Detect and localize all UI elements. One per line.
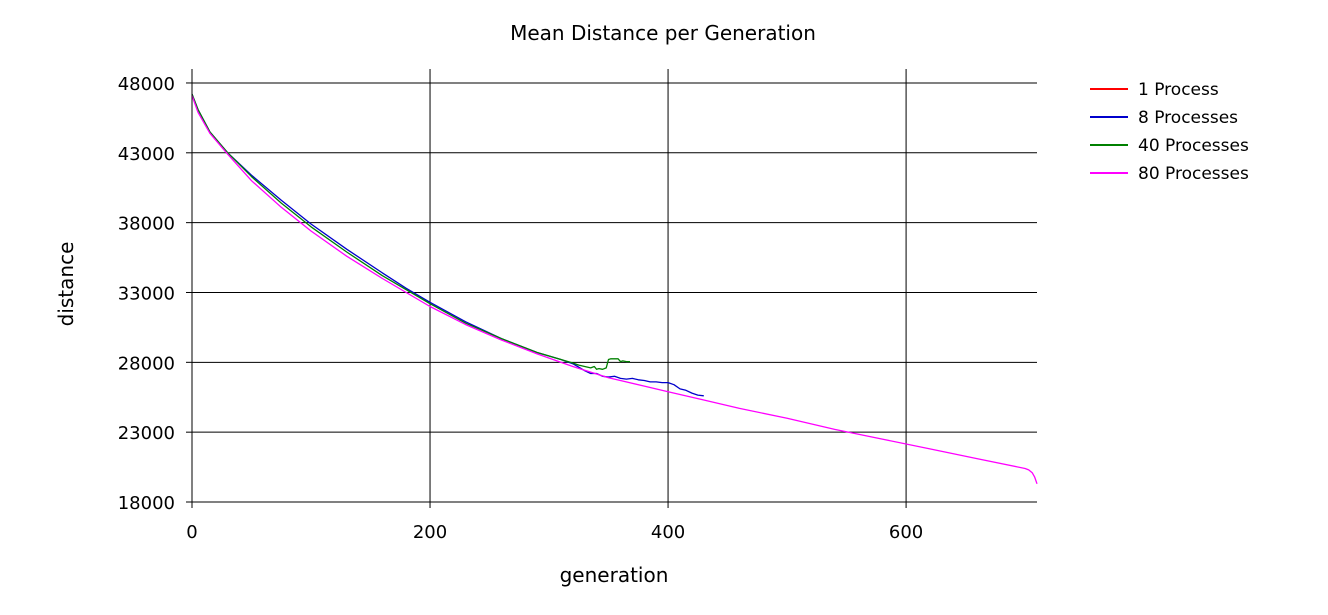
legend: 1 Process 8 Processes 40 Processes 80 Proce… (1090, 80, 1249, 184)
legend-label: 1 Process (1138, 80, 1219, 100)
y-tick-label: 33000 (118, 283, 175, 304)
axes (186, 69, 1037, 508)
legend-label: 80 Processes (1138, 164, 1249, 184)
tick-labels: 18000 23000 28000 33000 38000 43000 48000 0 200 4… (118, 74, 924, 543)
y-tick-label: 43000 (118, 144, 175, 165)
y-tick-label: 18000 (118, 493, 175, 514)
series-line-2 (191, 93, 630, 370)
series-line-3 (191, 95, 1038, 485)
y-tick-label: 28000 (118, 353, 175, 374)
legend-label: 40 Processes (1138, 136, 1249, 156)
x-tick-label: 200 (413, 522, 447, 543)
y-tick-label: 38000 (118, 214, 175, 235)
x-tick-label: 0 (186, 522, 197, 543)
x-tick-label: 600 (889, 522, 923, 543)
legend-label: 8 Processes (1138, 108, 1238, 128)
y-axis-label: distance (54, 242, 78, 327)
grid-lines (192, 69, 1037, 503)
x-axis-label: generation (560, 563, 669, 587)
series-layer (191, 93, 1038, 485)
series-line-1 (191, 93, 704, 397)
y-tick-label: 23000 (118, 423, 175, 444)
x-tick-label: 400 (651, 522, 685, 543)
chart-title: Mean Distance per Generation (510, 21, 816, 45)
y-tick-label: 48000 (118, 74, 175, 95)
